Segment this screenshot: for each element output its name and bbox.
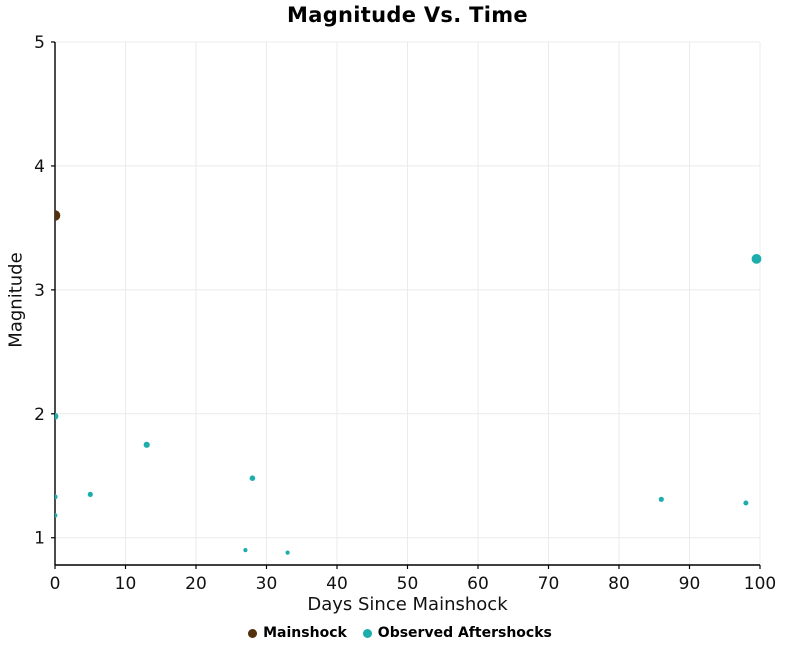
aftershock-point xyxy=(55,513,58,518)
x-tick-label: 50 xyxy=(397,574,419,594)
aftershock-point xyxy=(285,550,290,555)
mainshock-point xyxy=(55,210,61,221)
x-tick-label: 90 xyxy=(679,574,701,594)
aftershock-point xyxy=(658,496,664,502)
x-tick-label: 10 xyxy=(115,574,137,594)
aftershock-point xyxy=(87,491,93,497)
y-tick-label: 1 xyxy=(34,529,45,549)
y-tick-label: 5 xyxy=(34,33,45,53)
aftershock-point xyxy=(55,494,58,500)
x-axis-label: Days Since Mainshock xyxy=(307,594,508,615)
aftershock-point xyxy=(143,441,150,448)
legend-label-mainshock: Mainshock xyxy=(263,625,347,641)
aftershock-marker-icon xyxy=(362,628,372,638)
legend: Mainshock Observed Aftershocks xyxy=(0,625,800,641)
aftershock-point xyxy=(743,500,749,506)
y-tick-label: 4 xyxy=(34,157,45,177)
aftershock-point xyxy=(249,475,256,482)
x-tick-label: 0 xyxy=(50,574,61,594)
y-tick-label: 2 xyxy=(34,405,45,425)
x-tick-label: 70 xyxy=(538,574,560,594)
x-tick-label: 40 xyxy=(326,574,348,594)
y-axis-label: Magnitude xyxy=(5,252,27,348)
aftershock-point xyxy=(243,548,248,553)
x-tick-label: 30 xyxy=(256,574,278,594)
legend-item-aftershocks: Observed Aftershocks xyxy=(362,625,552,641)
aftershock-point xyxy=(55,412,59,420)
y-tick-label: 3 xyxy=(34,281,45,301)
chart-title: Magnitude Vs. Time xyxy=(287,3,528,27)
legend-label-aftershocks: Observed Aftershocks xyxy=(377,625,552,641)
legend-item-mainshock: Mainshock xyxy=(248,625,347,641)
x-tick-label: 80 xyxy=(608,574,630,594)
x-tick-label: 20 xyxy=(185,574,207,594)
aftershock-point xyxy=(751,254,762,264)
x-tick-label: 100 xyxy=(744,574,776,594)
mainshock-marker-icon xyxy=(248,628,258,638)
x-tick-label: 60 xyxy=(467,574,489,594)
